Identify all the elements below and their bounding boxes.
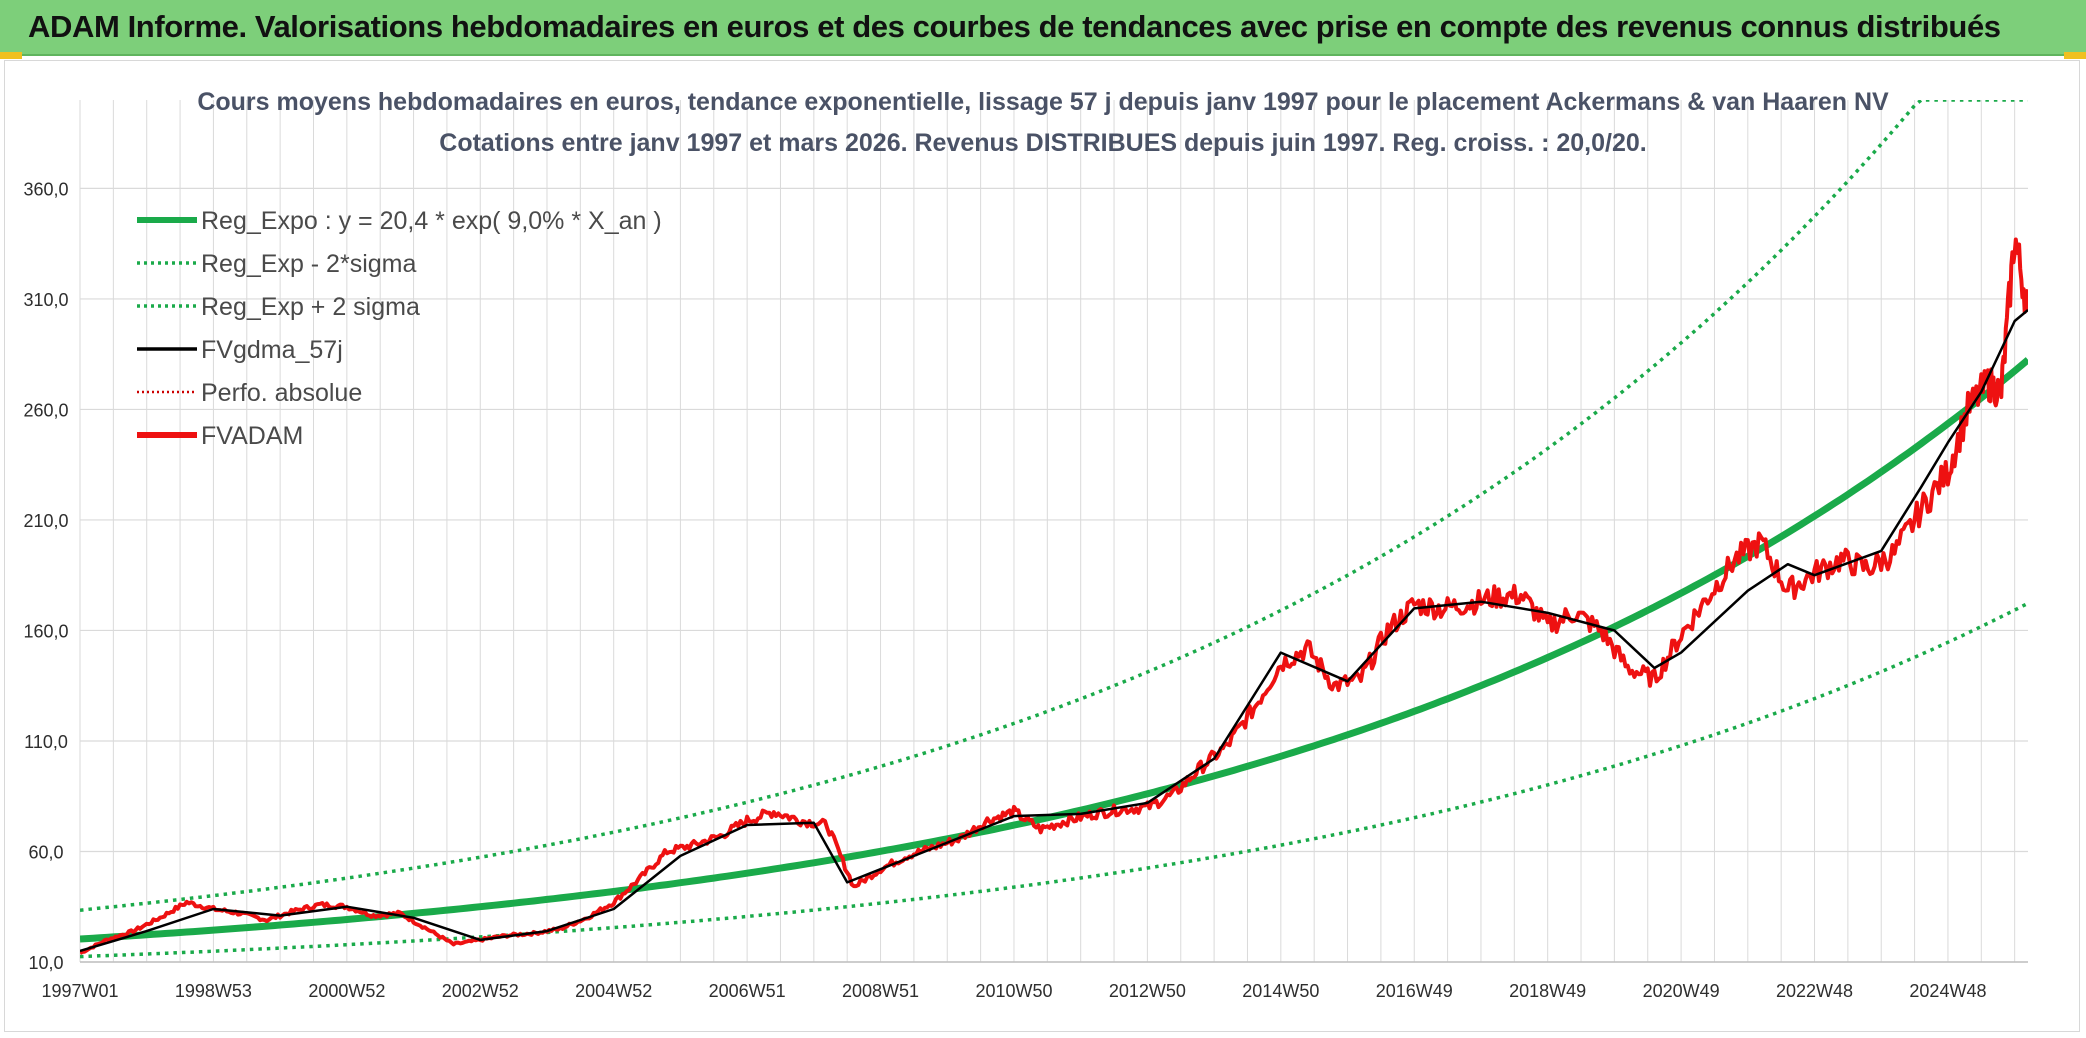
legend-label-reg: Reg_Expo : y = 20,4 * exp( 9,0% * X_an ) — [201, 207, 662, 235]
y-tick-label: 310,0 — [23, 290, 68, 310]
x-tick-label: 2010W50 — [975, 981, 1052, 1001]
corner-marker-left — [0, 52, 22, 59]
x-tick-label: 2006W51 — [709, 981, 786, 1001]
x-tick-label: 2016W49 — [1376, 981, 1453, 1001]
chart-subtitle: Cotations entre janv 1997 et mars 2026. … — [439, 129, 1646, 157]
y-tick-label: 160,0 — [23, 621, 68, 641]
report-title: ADAM Informe. Valorisations hebdomadaire… — [28, 9, 2001, 44]
corner-marker-right — [2064, 52, 2086, 59]
chart-axes: 10,0 60,0 110,0 160,0 210,0 260,0 310,0 360,0 19… — [23, 179, 2028, 1001]
series-reg-minus-2sigma — [80, 601, 2028, 959]
x-tick-label: 2014W50 — [1242, 981, 1319, 1001]
x-tick-label: 2022W48 — [1776, 981, 1853, 1001]
y-tick-label: 60,0 — [28, 842, 63, 862]
report-banner: ADAM Informe. Valorisations hebdomadaire… — [0, 0, 2086, 56]
chart-title: Cours moyens hebdomadaires en euros, ten… — [197, 88, 1889, 116]
x-tick-label: 2012W50 — [1109, 981, 1186, 1001]
chart-grid — [79, 100, 2028, 963]
y-tick-label: 260,0 — [23, 400, 68, 420]
chart-legend: Reg_Expo : y = 20,4 * exp( 9,0% * X_an )… — [137, 207, 662, 450]
series-fvadam — [80, 237, 2028, 955]
x-tick-label: 1997W01 — [41, 981, 118, 1001]
legend-label-hi: Reg_Exp + 2 sigma — [201, 293, 420, 321]
x-tick-label: 2002W52 — [442, 981, 519, 1001]
x-tick-label: 2004W52 — [575, 981, 652, 1001]
legend-label-pf: Perfo. absolue — [201, 379, 362, 407]
x-tick-label: 1998W53 — [175, 981, 252, 1001]
y-tick-label: 110,0 — [24, 732, 68, 752]
x-tick-label: 2000W52 — [308, 981, 385, 1001]
x-tick-label: 2008W51 — [842, 981, 919, 1001]
legend-label-lo: Reg_Exp - 2*sigma — [201, 250, 416, 278]
y-tick-label: 210,0 — [23, 511, 68, 531]
chart-series — [80, 100, 2028, 959]
legend-label-sm: FVgdma_57j — [201, 336, 343, 364]
x-tick-label: 2020W49 — [1643, 981, 1720, 1001]
x-tick-label: 2018W49 — [1509, 981, 1586, 1001]
series-reg-plus-2sigma — [80, 100, 2028, 912]
series-fvgdma-57j — [80, 309, 2028, 953]
series-reg-expo — [80, 357, 2028, 943]
legend-label-fv: FVADAM — [201, 422, 303, 450]
y-tick-label: 10,0 — [28, 953, 63, 973]
y-tick-label: 360,0 — [23, 179, 68, 199]
chart-frame — [4, 60, 2080, 1032]
x-tick-label: 2024W48 — [1909, 981, 1986, 1001]
